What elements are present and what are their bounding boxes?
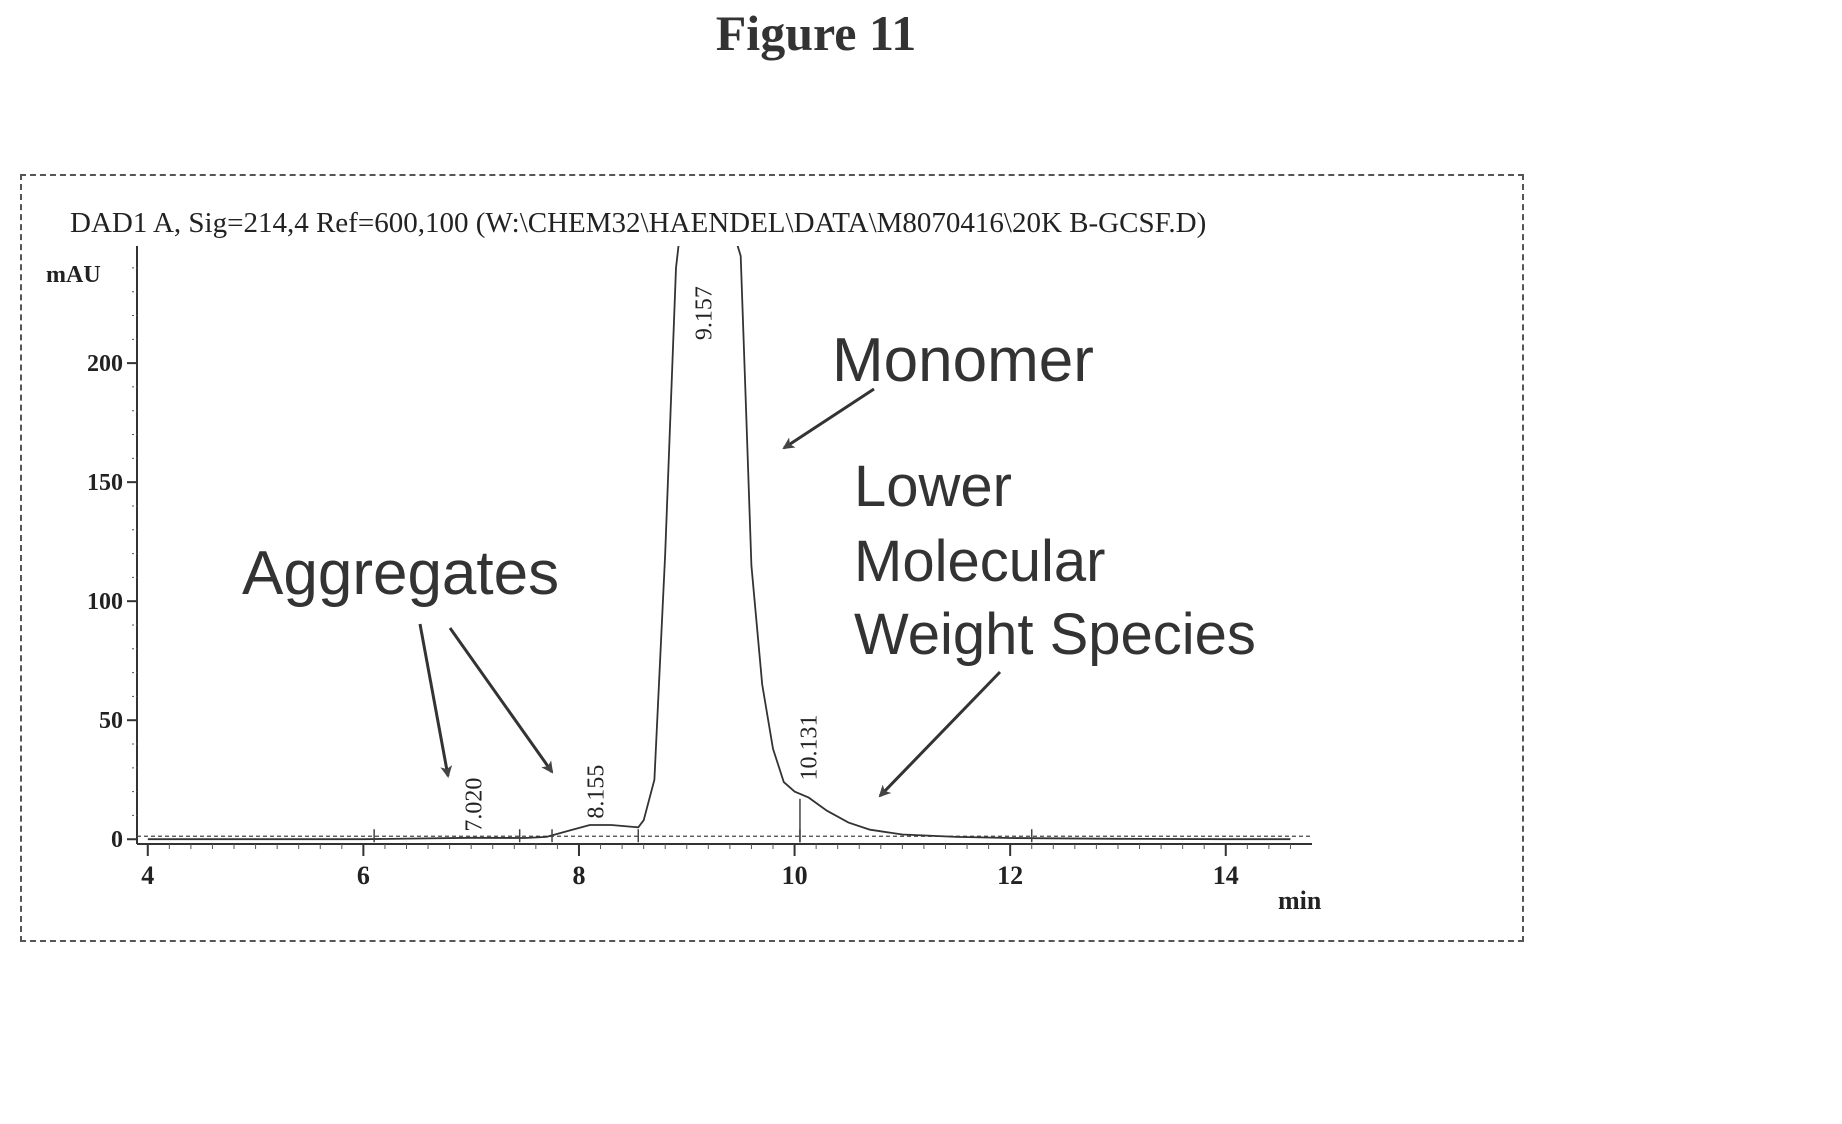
arrow-aggregates-2 <box>448 627 554 774</box>
chromatogram-chart: DAD1 A, Sig=214,4 Ref=600,100 (W:\CHEM32… <box>46 207 1322 915</box>
chromatogram-trace <box>147 246 1291 841</box>
y-tick-label: 0 <box>111 827 123 853</box>
annotation-lmw-line2: Molecular <box>854 529 1105 594</box>
annotation-aggregates-text: Aggregates <box>242 539 559 608</box>
chart-frame: DAD1 A, Sig=214,4 Ref=600,100 (W:\CHEM32… <box>20 174 1524 942</box>
arrow-lmw-species <box>878 670 1002 798</box>
annotation-aggregates: Aggregates <box>242 539 559 778</box>
arrow-aggregates-1 <box>418 623 453 778</box>
plot-area: 7.020 8.155 9.157 10.131 <box>137 246 1312 843</box>
figure-title: Figure 11 <box>715 5 917 61</box>
y-axis-label: mAU <box>46 262 101 288</box>
peak-label: 7.020 <box>461 778 487 832</box>
annotation-lmw-line3: Weight Species <box>854 602 1256 667</box>
x-axis-unit: min <box>1278 886 1322 915</box>
peak-label: 8.155 <box>584 765 610 819</box>
y-tick-label: 100 <box>87 589 123 615</box>
arrow-monomer <box>782 387 875 450</box>
x-tick-label: 12 <box>997 861 1023 890</box>
x-tick-label: 6 <box>357 861 370 890</box>
y-tick-label: 50 <box>99 708 123 734</box>
peak-label: 9.157 <box>692 286 718 340</box>
annotation-lmw-species: Lower Molecular Weight Species <box>854 454 1256 798</box>
annotation-monomer-text: Monomer <box>832 326 1094 395</box>
x-tick-label: 10 <box>782 861 808 890</box>
annotation-lmw-line1: Lower <box>854 454 1012 519</box>
peak-label: 10.131 <box>797 714 823 780</box>
axes: 0 50 100 150 200 4 6 8 10 12 14 <box>87 246 1312 890</box>
x-tick-label: 14 <box>1213 861 1239 890</box>
chart-title: DAD1 A, Sig=214,4 Ref=600,100 (W:\CHEM32… <box>70 207 1206 239</box>
annotation-monomer: Monomer <box>782 326 1094 450</box>
x-tick-label: 8 <box>572 861 585 890</box>
y-tick-label: 200 <box>87 351 123 377</box>
y-tick-label: 150 <box>87 470 123 496</box>
x-tick-label: 4 <box>141 861 154 890</box>
